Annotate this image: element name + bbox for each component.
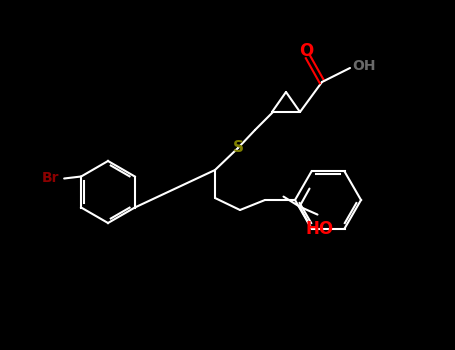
Text: Br: Br (42, 172, 59, 186)
Text: O: O (299, 42, 313, 60)
Text: S: S (233, 140, 243, 155)
Text: HO: HO (305, 219, 334, 238)
Text: OH: OH (352, 59, 375, 73)
